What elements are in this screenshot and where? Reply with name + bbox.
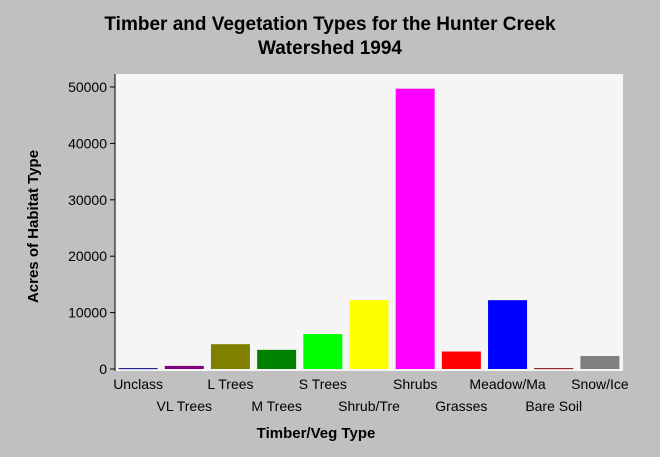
bar-snow-ice: [580, 356, 620, 369]
bar-m-trees: [257, 349, 297, 369]
bar-unclass: [118, 368, 158, 370]
y-tick-label: 30000: [68, 192, 107, 208]
x-tick-label: Bare Soil: [525, 398, 582, 414]
x-tick-label: S Trees: [299, 376, 347, 392]
bar-meadow-ma: [488, 300, 528, 369]
y-axis-title: Acres of Habitat Type: [25, 150, 42, 303]
x-tick-label: Shrubs: [393, 376, 437, 392]
bar-vl-trees: [164, 365, 204, 369]
x-tick-label: M Trees: [251, 398, 302, 414]
bar-l-trees: [210, 344, 250, 369]
x-tick-label: L Trees: [207, 376, 253, 392]
x-tick-label: Shrub/Tre: [338, 398, 400, 414]
bar-grasses: [441, 351, 481, 369]
bar-s-trees: [303, 334, 343, 369]
y-tick-label: 50000: [68, 79, 107, 95]
y-tick-label: 10000: [68, 305, 107, 321]
x-tick-label: Meadow/Ma: [469, 376, 545, 392]
x-tick-label: VL Trees: [157, 398, 213, 414]
chart-title-line-2: Watershed 1994: [258, 38, 402, 59]
bar-shrub-tre: [349, 300, 389, 369]
bar-shrubs: [395, 88, 435, 369]
x-tick-label: Unclass: [113, 376, 163, 392]
chart-title-line-1: Timber and Vegetation Types for the Hunt…: [104, 14, 556, 35]
y-tick-label: 0: [99, 361, 107, 377]
x-axis-title: Timber/Veg Type: [257, 425, 376, 442]
bar-bare-soil: [534, 368, 574, 370]
y-tick-label: 20000: [68, 248, 107, 264]
y-tick-label: 40000: [68, 135, 107, 151]
x-tick-label: Grasses: [435, 398, 487, 414]
x-tick-label: Snow/Ice: [571, 376, 629, 392]
